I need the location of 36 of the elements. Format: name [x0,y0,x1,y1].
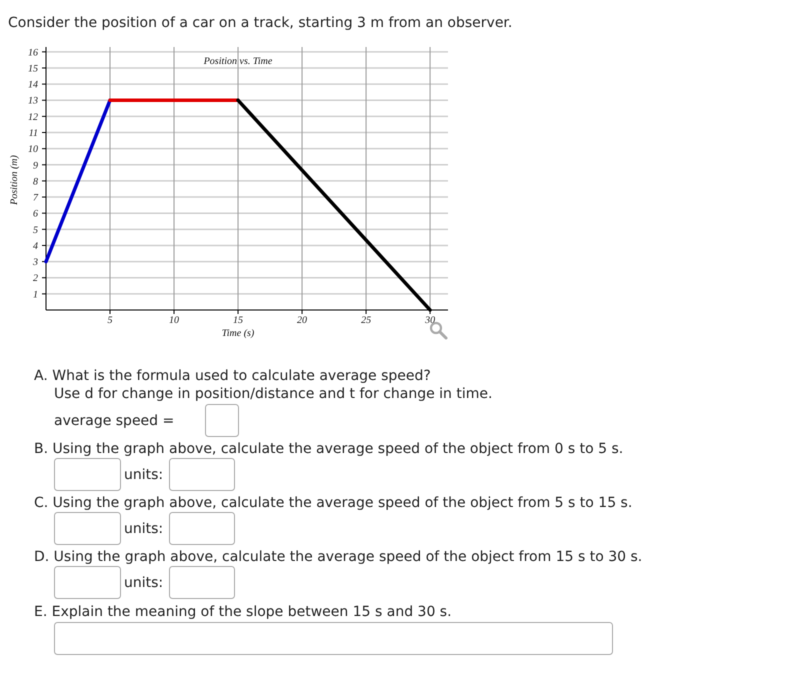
y-tick-label: 11 [28,128,38,140]
text: Position vs. Time [202,56,273,67]
text: Consider the position of a car on a track, starting 3 m from an observer. [8,15,512,31]
y-tick-label: 4 [33,240,38,252]
x-tick-label: 10 [169,315,180,326]
y-tick-label: 13 [28,96,38,107]
x-tick-label: 20 [297,315,308,326]
text: Use d for change in position/distance and t for change in time. [54,386,492,402]
y-tick-label: 10 [28,144,38,156]
text: C. Using the graph above, calculate the average speed of the object from 5 s to 15 s. [34,495,632,511]
x-tick-label: 15 [233,315,244,326]
y-tick-label: 5 [33,224,38,236]
y-axis-title: Position (m) [9,154,20,206]
x-tick-label: 5 [108,315,113,326]
text: average speed = [54,413,174,429]
y-tick-label: 14 [28,80,38,91]
y-tick-label: 16 [28,47,38,58]
x-tick-label: 25 [361,315,372,326]
text: units: [124,575,164,591]
y-tick-label: 15 [28,63,38,74]
y-tick-label: 3 [32,257,38,268]
y-tick-label: 12 [28,112,38,123]
x-tick-label: 30 [424,315,436,326]
text: units: [124,521,164,537]
y-tick-label: 2 [33,273,38,284]
y-tick-label: 8 [33,176,38,188]
text: E. Explain the meaning of the slope between 15 s and 30 s. [34,604,452,620]
y-tick-label: 1 [33,289,38,300]
text: A. What is the formula used to calculate average speed? [34,368,431,384]
text: units: [124,467,164,483]
text: D. Using the graph above, calculate the average speed of the object from 15 s to 30 s. [34,549,642,565]
x-axis-title: Time (s) [222,328,255,339]
text: B. Using the graph above, calculate the average speed of the object from 0 s to 5 s. [34,441,624,457]
y-tick-label: 6 [33,208,38,220]
y-tick-label: 9 [33,160,38,172]
y-tick-label: 7 [33,192,39,204]
